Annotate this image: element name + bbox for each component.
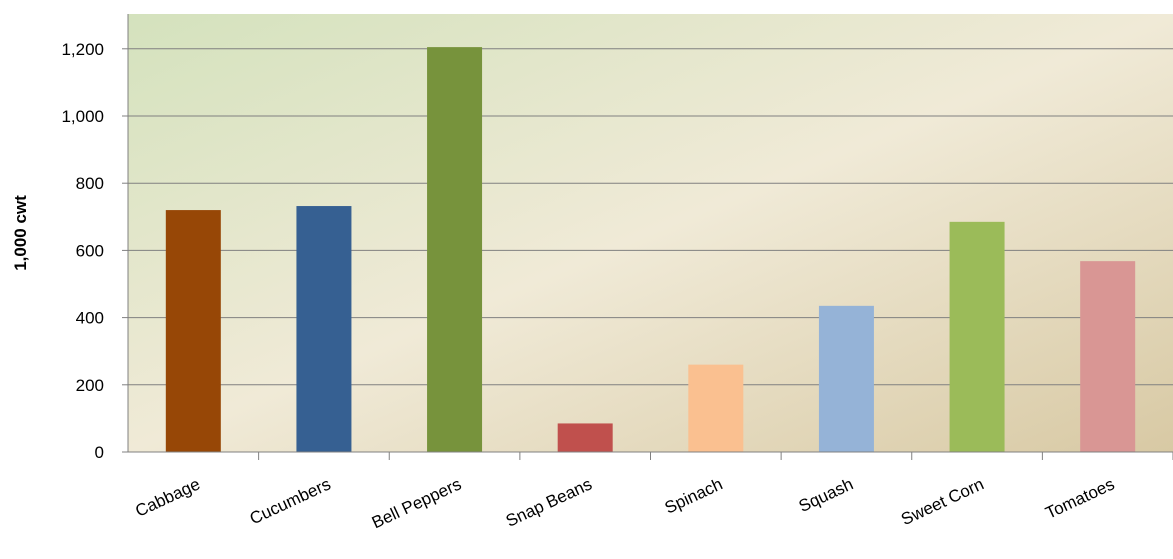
bars	[165, 47, 1136, 453]
bar	[688, 364, 744, 452]
bar	[1080, 261, 1136, 452]
y-tick-label: 1,000	[61, 107, 104, 126]
x-tick-label: Squash	[796, 474, 856, 516]
x-tick-label: Cucumbers	[247, 474, 334, 528]
bar	[818, 305, 874, 452]
y-tick-label: 200	[76, 376, 104, 395]
bar	[949, 221, 1005, 452]
y-tick-label: 800	[76, 174, 104, 193]
plot-area	[128, 14, 1173, 452]
y-tick-label: 400	[76, 309, 104, 328]
bar	[557, 423, 613, 452]
x-tick-label: Snap Beans	[503, 474, 595, 530]
x-tick-label: Spinach	[662, 474, 726, 517]
y-ticks: 0 200 400 600 800 1,000 1,200	[61, 40, 128, 462]
x-tick-label: Bell Peppers	[369, 474, 464, 532]
x-tick-label: Tomatoes	[1043, 474, 1118, 522]
y-axis-label: 1,000 cwt	[11, 195, 30, 271]
x-tick-label: Sweet Corn	[898, 474, 987, 529]
bar	[296, 206, 352, 452]
x-tick-label: Cabbage	[132, 474, 203, 520]
bar	[165, 210, 221, 452]
y-tick-label: 1,200	[61, 40, 104, 59]
y-tick-label: 0	[95, 443, 104, 462]
y-tick-label: 600	[76, 241, 104, 260]
x-ticks: Cabbage Cucumbers Bell Peppers Snap Beans Sp…	[132, 452, 1173, 532]
bar	[427, 47, 483, 453]
